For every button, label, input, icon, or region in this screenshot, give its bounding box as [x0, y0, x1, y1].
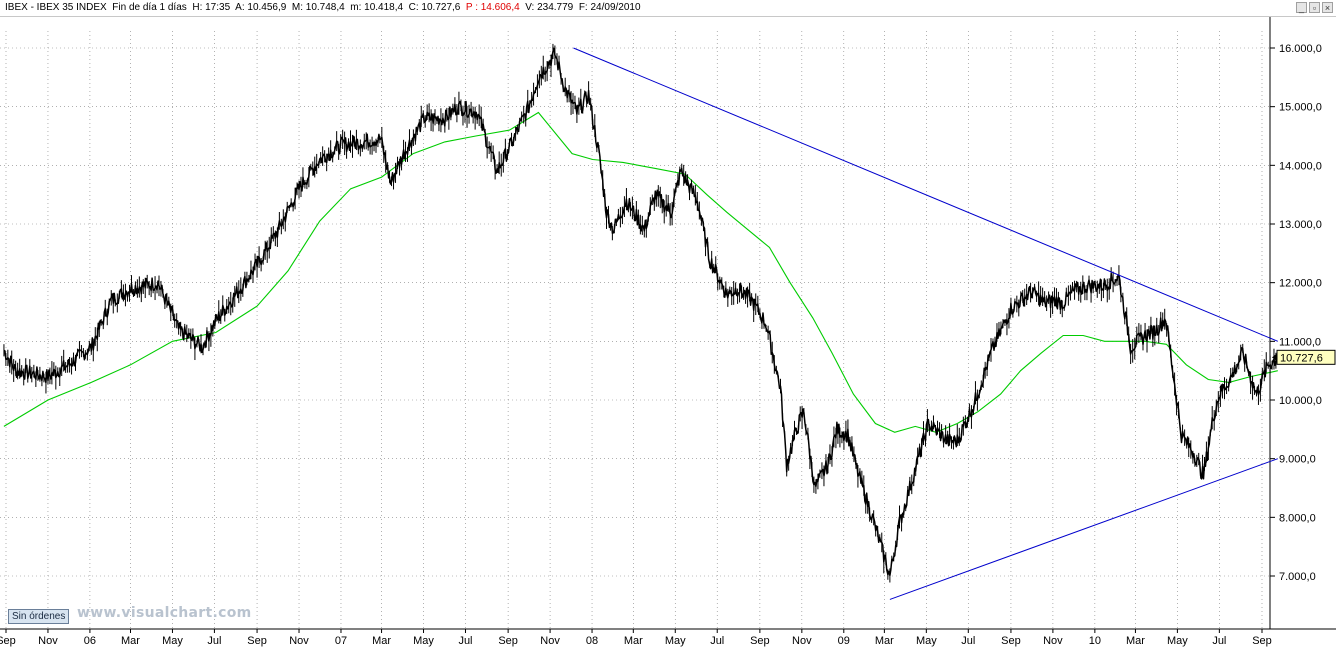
y-tick-label: 14.000,0 [1279, 160, 1322, 172]
x-tick-label: Nov [1043, 635, 1063, 647]
x-tick-label: Mar [372, 635, 391, 647]
x-tick-label: Nov [289, 635, 309, 647]
title-bar: IBEX - IBEX 35 INDEX Fin de día 1 días H… [0, 0, 1336, 17]
x-tick-label: Mar [1126, 635, 1145, 647]
price-chart[interactable]: 7.000,0 8.000,0 9.000,0 10.000,0 11.000,0 12.… [0, 17, 1336, 647]
x-tick-label: Mar [875, 635, 894, 647]
x-tick-label: Jul [1212, 635, 1226, 647]
date-label: F: 24/09/2010 [578, 2, 641, 13]
y-tick-label: 16.000,0 [1279, 43, 1322, 55]
close-icon[interactable]: × [1322, 2, 1333, 13]
x-tick-label: Sep [1001, 635, 1021, 647]
x-tick-label: Jul [207, 635, 221, 647]
support-trendline [889, 458, 1278, 600]
y-tick-label: 13.000,0 [1279, 219, 1322, 231]
x-tick-label: Jul [961, 635, 975, 647]
x-tick-label: May [162, 635, 183, 647]
y-tick-label: 7.000,0 [1279, 571, 1316, 583]
x-tick-label: 10 [1089, 635, 1101, 647]
open-label: A: 10.456,9 [235, 2, 287, 13]
x-tick-label: Sep [1252, 635, 1272, 647]
low-label: m: 10.418,4 [350, 2, 404, 13]
last-price-box [1276, 349, 1336, 365]
x-tick-label: 06 [84, 635, 96, 647]
moving-average-line [3, 111, 1278, 433]
x-tick-label: Nov [792, 635, 812, 647]
x-tick-label: Sep [0, 635, 16, 647]
y-tick-label: 8.000,0 [1279, 512, 1316, 524]
last-price-marker [1272, 353, 1277, 362]
x-tick-label: Jul [710, 635, 724, 647]
x-tick-label: Jul [458, 635, 472, 647]
x-tick-label: Sep [498, 635, 518, 647]
x-tick-label: 09 [838, 635, 850, 647]
watermark-text: www.visualchart.com [77, 605, 252, 621]
high-label: M: 10.748,4 [291, 2, 345, 13]
x-tick-label: May [916, 635, 937, 647]
y-tick-label: 15.000,0 [1279, 102, 1322, 114]
x-tick-label: Sep [247, 635, 267, 647]
hour-label: H: 17:35 [192, 2, 231, 13]
volume-label: V: 234.779 [525, 2, 574, 13]
x-tick-label: May [413, 635, 434, 647]
x-tick-label: May [665, 635, 686, 647]
x-tick-label: May [1167, 635, 1188, 647]
quote-summary: IBEX - IBEX 35 INDEX Fin de día 1 días H… [5, 2, 641, 13]
y-tick-label: 11.000,0 [1279, 336, 1321, 348]
x-tick-label: Nov [38, 635, 58, 647]
price-line [3, 47, 1279, 577]
x-tick-label: Mar [624, 635, 643, 647]
x-tick-label: Nov [540, 635, 560, 647]
x-tick-label: 07 [335, 635, 347, 647]
x-tick-label: Mar [121, 635, 140, 647]
x-tick-label: 08 [586, 635, 598, 647]
y-tick-label: 12.000,0 [1279, 278, 1322, 290]
period-label: Fin de día 1 días [112, 2, 187, 13]
minimize-icon[interactable]: _ [1296, 2, 1307, 13]
change-label: P : 14.606,4 [465, 2, 520, 13]
y-tick-label: 10.000,0 [1279, 395, 1322, 407]
orders-button[interactable]: Sin órdenes [8, 609, 70, 624]
y-tick-label: 9.000,0 [1279, 454, 1316, 466]
x-tick-label: Sep [750, 635, 770, 647]
symbol-label: IBEX - IBEX 35 INDEX [5, 2, 107, 13]
last-price-label: 10.727,6 [1280, 352, 1323, 364]
close-label: C: 10.727,6 [408, 2, 461, 13]
maximize-icon[interactable]: ▫ [1309, 2, 1320, 13]
resistance-trendline [573, 47, 1279, 342]
